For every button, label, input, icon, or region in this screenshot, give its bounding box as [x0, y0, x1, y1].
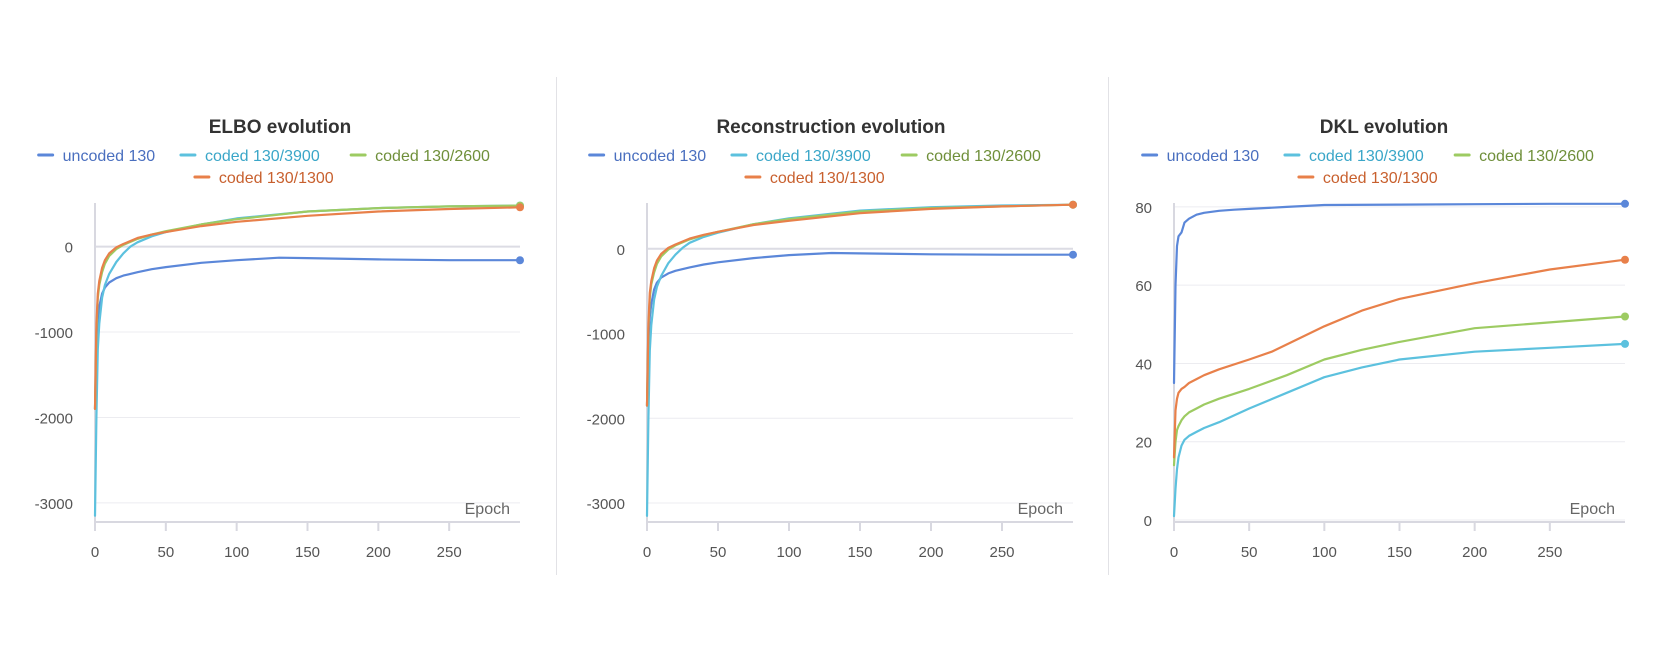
legend-item[interactable]: uncoded 130 — [37, 148, 156, 165]
series-end-point — [516, 256, 524, 265]
chart-panel: ELBO evolution uncoded 130 coded 130/3900 c… — [35, 117, 524, 561]
x-tick-label: 200 — [1462, 544, 1487, 561]
series-line — [93, 206, 522, 410]
legend-label: uncoded 130 — [63, 148, 156, 165]
legend-label: coded 130/1300 — [770, 170, 885, 187]
y-tick-label: 0 — [1144, 513, 1152, 530]
series-line — [645, 251, 1075, 407]
legend-label: coded 130/3900 — [205, 148, 320, 165]
series-end-point — [516, 203, 524, 212]
x-tick-label: 100 — [224, 544, 249, 561]
legend-label: coded 130/1300 — [1323, 170, 1438, 187]
y-tick-label: -3000 — [35, 496, 73, 513]
series-line — [1172, 342, 1627, 518]
x-tick-label: 200 — [918, 544, 943, 561]
x-tick-label: 200 — [366, 544, 391, 561]
y-tick-label: -3000 — [587, 496, 625, 513]
x-tick-label: 150 — [295, 544, 320, 561]
series-line — [1172, 315, 1627, 467]
chart-panel: Reconstruction evolution uncoded 130 coded… — [587, 117, 1077, 561]
legend-item[interactable]: coded 130/2600 — [1453, 148, 1594, 165]
legend-item[interactable]: coded 130/3900 — [179, 148, 320, 165]
x-tick-label: 50 — [157, 544, 174, 561]
legend-item[interactable]: coded 130/2600 — [900, 148, 1041, 165]
legend-label: coded 130/2600 — [375, 148, 490, 165]
y-tick-label: -1000 — [35, 325, 73, 342]
legend-item[interactable]: uncoded 130 — [1141, 148, 1260, 165]
series-line — [645, 203, 1075, 407]
chart-title: Reconstruction evolution — [716, 117, 945, 138]
x-tick-label: 50 — [710, 544, 727, 561]
x-tick-label: 150 — [1387, 544, 1412, 561]
legend-label: coded 130/3900 — [756, 148, 871, 165]
legend-label: coded 130/3900 — [1309, 148, 1424, 165]
x-tick-label: 100 — [1312, 544, 1337, 561]
series-line — [645, 203, 1075, 517]
series-end-point — [1621, 255, 1629, 264]
y-tick-label: 0 — [617, 242, 625, 259]
x-tick-label: 0 — [91, 544, 99, 561]
legend-label: coded 130/1300 — [219, 170, 334, 187]
x-tick-label: 250 — [1537, 544, 1562, 561]
legend-label: uncoded 130 — [1167, 148, 1260, 165]
series-line — [93, 204, 522, 517]
series-end-point — [1069, 250, 1077, 259]
y-tick-label: 80 — [1135, 200, 1152, 217]
legend-item[interactable]: uncoded 130 — [588, 148, 707, 165]
y-tick-label: -2000 — [35, 410, 73, 427]
panel-divider — [556, 77, 557, 575]
x-tick-label: 250 — [437, 544, 462, 561]
x-tick-label: 50 — [1241, 544, 1258, 561]
series-line — [93, 204, 522, 410]
series-end-point — [1621, 339, 1629, 348]
y-tick-label: 0 — [65, 240, 73, 257]
series-end-point — [1069, 200, 1077, 209]
x-tick-label: 0 — [1170, 544, 1178, 561]
x-tick-label: 150 — [847, 544, 872, 561]
panel-divider — [1108, 77, 1109, 575]
x-tick-label: 250 — [989, 544, 1014, 561]
chart-title: DKL evolution — [1320, 117, 1448, 138]
y-tick-label: 40 — [1135, 356, 1152, 373]
series-line — [1172, 258, 1627, 459]
x-axis-label: Epoch — [1570, 501, 1615, 518]
legend-item[interactable]: coded 130/2600 — [349, 148, 490, 165]
legend-item[interactable]: coded 130/1300 — [193, 170, 334, 187]
legend-item[interactable]: coded 130/1300 — [1297, 170, 1438, 187]
chart-panel: DKL evolution uncoded 130 coded 130/3900 co… — [1135, 117, 1629, 561]
chart-title: ELBO evolution — [209, 117, 352, 138]
y-tick-label: 20 — [1135, 435, 1152, 452]
legend-item[interactable]: coded 130/1300 — [744, 170, 885, 187]
series-end-point — [1621, 312, 1629, 321]
series-line — [1172, 202, 1627, 385]
x-axis-label: Epoch — [465, 501, 510, 518]
legend-label: uncoded 130 — [614, 148, 707, 165]
legend-item[interactable]: coded 130/3900 — [730, 148, 871, 165]
x-tick-label: 100 — [776, 544, 801, 561]
legend-label: coded 130/2600 — [1479, 148, 1594, 165]
series-end-point — [1621, 199, 1629, 208]
y-tick-label: 60 — [1135, 278, 1152, 295]
x-tick-label: 0 — [643, 544, 651, 561]
legend-label: coded 130/2600 — [926, 148, 1041, 165]
series-line — [93, 256, 522, 410]
y-tick-label: -2000 — [587, 411, 625, 428]
legend-item[interactable]: coded 130/3900 — [1283, 148, 1424, 165]
y-tick-label: -1000 — [587, 327, 625, 344]
x-axis-label: Epoch — [1018, 501, 1063, 518]
